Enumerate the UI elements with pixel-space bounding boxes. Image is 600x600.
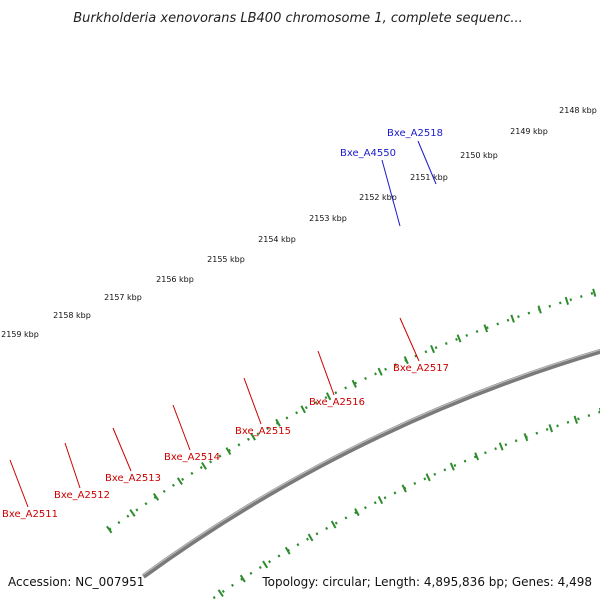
- kbp-tick-label: 2150 kbp: [460, 151, 498, 160]
- backbone-line: [141, 348, 600, 579]
- inner-scale-ring-tick: [284, 546, 291, 555]
- outer-scale-ring-tick: [510, 314, 515, 323]
- kbp-tick-label: 2152 kbp: [359, 193, 397, 202]
- gene-label: Bxe_A4550: [340, 148, 396, 159]
- outer-scale-ring-tick: [377, 367, 383, 376]
- topology-text: Topology: circular; Length: 4,895,836 bp…: [261, 575, 592, 589]
- backbone-highlight: [142, 349, 600, 576]
- kbp-tick-label: 2156 kbp: [156, 275, 194, 284]
- kbp-tick-label: 2153 kbp: [309, 214, 347, 223]
- inner-scale-ring-tick: [449, 462, 455, 471]
- gene-label: Bxe_A2514: [164, 452, 220, 463]
- label-leader-line: [172, 404, 191, 451]
- outer-scale-ring-tick: [592, 288, 597, 297]
- gene-label: Bxe_A2518: [387, 128, 443, 139]
- inner-scale-ring-tick: [523, 433, 529, 442]
- outer-scale-ring-tick: [456, 334, 462, 343]
- gene-labels: Bxe_A2518 Bxe_A4550 Bxe_A2517 Bxe_A2516 Bxe_…: [2, 128, 449, 520]
- gene-label: Bxe_A2516: [309, 397, 365, 408]
- outer-scale-ring-tick: [250, 432, 256, 441]
- outer-scale-ring-tick: [403, 356, 409, 365]
- gene-label: Bxe_A2517: [393, 363, 449, 374]
- kbp-tick-label: 2159 kbp: [1, 330, 39, 339]
- kbp-tick-label: 2155 kbp: [207, 255, 245, 264]
- accession-text: Accession: NC_007951: [8, 575, 144, 589]
- gene-label: Bxe_A2511: [2, 509, 58, 520]
- label-leader-line: [317, 350, 335, 396]
- inner-scale-ring: [208, 410, 600, 600]
- map-title: Burkholderia xenovorans LB400 chromosome…: [73, 11, 523, 26]
- label-leader-line: [399, 317, 420, 362]
- outer-scale-ring-tick: [351, 379, 357, 388]
- kbp-tick-label: 2148 kbp: [559, 106, 597, 115]
- outer-scale-ring-tick: [176, 477, 183, 486]
- gene-label: Bxe_A2515: [235, 426, 291, 437]
- kbp-tick-label: 2157 kbp: [104, 293, 142, 302]
- outer-scale-ring-tick: [275, 418, 281, 427]
- outer-scale-ring-tick: [225, 447, 232, 455]
- outer-scale-ring-tick: [129, 509, 136, 517]
- outer-scale-ring-tick: [430, 344, 435, 354]
- chromosome-backbone: [141, 348, 600, 579]
- inner-scale-ring-tick: [354, 508, 360, 517]
- label-leader-line: [243, 377, 262, 425]
- kbp-tick-label: 2154 kbp: [258, 235, 296, 244]
- outer-scale-ring-tick: [201, 461, 207, 470]
- label-leader-line: [64, 442, 81, 489]
- label-leader-line: [9, 459, 29, 508]
- inner-scale-ring-tick: [498, 442, 504, 451]
- kbp-tick-label: 2149 kbp: [510, 127, 548, 136]
- outer-scale-ring-tick: [564, 296, 570, 305]
- gene-label: Bxe_A2512: [54, 490, 110, 501]
- inner-scale-ring-tick: [377, 496, 384, 505]
- inner-scale-ring-tick: [474, 452, 480, 461]
- inner-scale-ring-tick: [425, 473, 431, 482]
- inner-scale-ring-tick: [573, 415, 579, 424]
- outer-scale-ring-tick: [325, 392, 332, 401]
- label-leader-line: [381, 159, 401, 227]
- gene-label: Bxe_A2513: [105, 473, 161, 484]
- label-leader-line: [112, 427, 132, 472]
- inner-scale-ring-tick: [548, 424, 554, 433]
- inner-scale-ring-tick: [330, 520, 337, 529]
- outer-scale-ring-tick: [537, 305, 542, 314]
- outer-scale-ring-tick: [152, 492, 160, 501]
- inner-scale-ring-tick: [262, 560, 269, 569]
- outer-scale-ring-tick: [483, 324, 489, 333]
- inner-scale-ring-tick: [217, 589, 224, 598]
- inner-scale-ring-tick: [401, 484, 407, 493]
- outer-scale-ring-tick: [300, 405, 306, 414]
- inner-scale-ring-tick: [239, 574, 246, 583]
- kbp-tick-label: 2158 kbp: [53, 311, 91, 320]
- inner-scale-ring-tick: [307, 533, 314, 542]
- outer-scale-ring-tick: [106, 525, 113, 534]
- label-leader-line: [417, 140, 437, 185]
- kbp-tick-label: 2151 kbp: [410, 173, 448, 182]
- kbp-scale: 2148 kbp 2149 kbp 2150 kbp 2151 kbp 2152 kbp…: [1, 106, 600, 600]
